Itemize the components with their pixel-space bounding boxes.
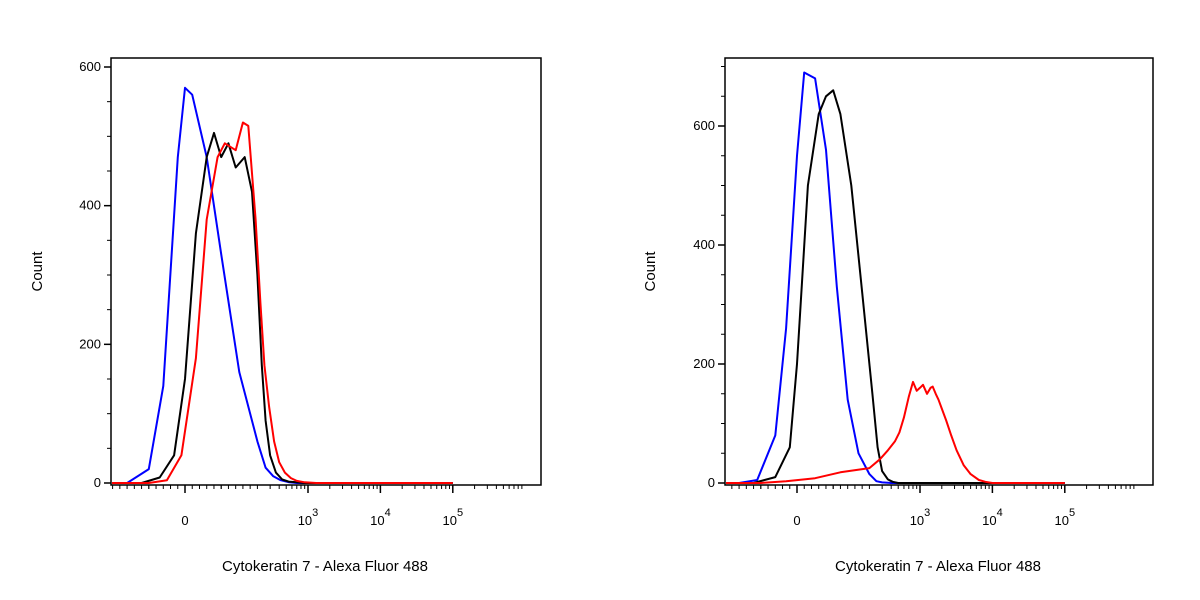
- series-line-stained: [112, 121, 453, 484]
- x-tick-label: 0: [793, 513, 800, 528]
- y-axis-label: Count: [29, 251, 46, 292]
- y-tick-label: 200: [693, 356, 715, 371]
- series-line-unstained: [726, 89, 1065, 484]
- x-tick-label: 103: [298, 507, 319, 528]
- plot-frame: [110, 57, 542, 486]
- y-tick-label: 400: [693, 237, 715, 252]
- x-axis-label: Cytokeratin 7 - Alexa Fluor 488: [835, 558, 1041, 575]
- y-tick-label: 0: [94, 475, 101, 490]
- series-line-stained: [726, 380, 1065, 484]
- x-axis-label: Cytokeratin 7 - Alexa Fluor 488: [222, 558, 428, 575]
- y-tick-label: 200: [79, 336, 101, 351]
- y-tick-label: 600: [79, 59, 101, 74]
- x-tick-label: 104: [370, 507, 391, 528]
- series-line-isotype: [112, 86, 453, 484]
- x-tick-label: 105: [442, 507, 463, 528]
- series-line-isotype: [726, 71, 1065, 484]
- x-tick-label: 104: [982, 507, 1003, 528]
- histogram-panel-left: 0 200 400 600 0 103 104 105 Cytokeratin 7 - Alex…: [29, 57, 542, 575]
- histogram-panel-right: 0 200 400 600 0 103 104 105 Cytokeratin 7 - Alex…: [642, 57, 1154, 575]
- y-tick-label: 600: [693, 118, 715, 133]
- x-tick-label: 103: [910, 507, 931, 528]
- plot-frame: [724, 57, 1154, 486]
- y-axis-label: Count: [642, 251, 659, 292]
- series-line-unstained: [112, 131, 453, 484]
- y-tick-label: 0: [708, 475, 715, 490]
- x-tick-label: 0: [181, 513, 188, 528]
- y-tick-label: 400: [79, 198, 101, 213]
- x-tick-label: 105: [1054, 507, 1075, 528]
